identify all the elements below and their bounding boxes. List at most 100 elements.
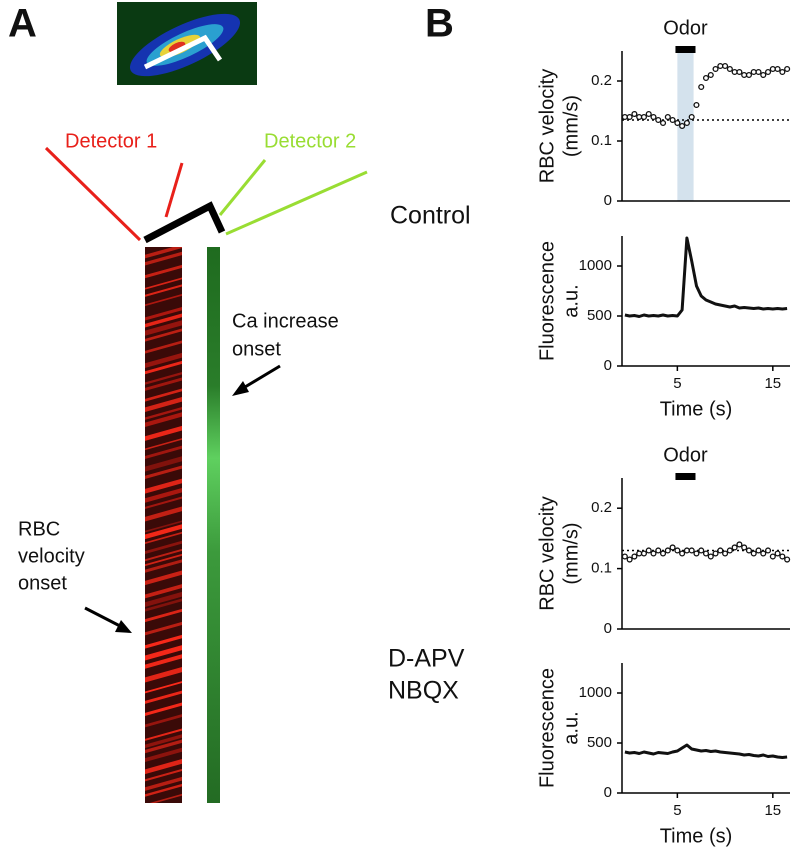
streak [145, 487, 182, 503]
streak [145, 634, 182, 649]
streak [145, 591, 182, 607]
annotation: Ca increase [232, 310, 339, 332]
streak [145, 328, 182, 342]
y-axis-label: Fluorescence [536, 668, 558, 788]
odor-label: Odor [663, 17, 708, 39]
y-tick-label: 1000 [579, 684, 612, 701]
data-point [750, 68, 757, 76]
data-point [784, 556, 791, 563]
streak [145, 294, 182, 307]
condition-label: D-APV [388, 645, 465, 673]
data-point [784, 65, 791, 73]
streak [145, 584, 182, 599]
annotation: velocity [18, 545, 85, 567]
data-point [698, 547, 705, 554]
data-point [755, 68, 762, 76]
odor-highlight [677, 51, 694, 201]
x-tick-label: 5 [673, 375, 681, 392]
streak [145, 570, 182, 586]
data-point [764, 547, 772, 554]
detector-lines [44, 146, 368, 244]
streak [145, 465, 182, 479]
x-tick-label: 5 [673, 802, 681, 819]
vessel-image [117, 2, 257, 85]
data-point [736, 541, 743, 548]
streak [145, 445, 182, 460]
data-point [640, 113, 648, 121]
data-point [760, 550, 767, 557]
streak [145, 360, 182, 375]
streak [145, 264, 182, 279]
streak [145, 531, 182, 545]
data-point [650, 550, 657, 557]
streak [145, 598, 182, 612]
streak [145, 681, 182, 694]
y-axis-label: RBC velocity [536, 69, 558, 183]
data-point [745, 71, 753, 79]
streak [145, 739, 182, 754]
streak [145, 559, 182, 573]
arrow [232, 364, 281, 396]
streak [145, 690, 182, 704]
data-point [664, 113, 671, 121]
streak [145, 540, 182, 554]
data-point [731, 544, 738, 551]
streak [145, 645, 182, 661]
streak [145, 548, 182, 562]
streak [145, 728, 182, 741]
y-tick-label: 500 [587, 307, 612, 324]
line-scan-green [207, 247, 220, 803]
data-point [769, 65, 776, 73]
streak [145, 608, 182, 623]
y-axis-label: a.u. [560, 711, 582, 744]
streak [145, 307, 182, 321]
data-point [731, 68, 738, 76]
y-tick-label: 0 [604, 620, 612, 637]
streak [145, 313, 182, 328]
streak [145, 352, 182, 368]
odor-label: Odor [663, 444, 708, 466]
data-point [717, 547, 724, 554]
data-point [717, 62, 724, 70]
streak [145, 277, 182, 290]
y-tick-label: 0 [604, 192, 612, 209]
data-point [774, 550, 781, 557]
data-point [750, 550, 757, 557]
y-axis-label: a.u. [560, 284, 582, 317]
streak [145, 714, 182, 728]
data-point [655, 547, 662, 554]
y-tick-label: 500 [587, 734, 612, 751]
y-axis-label: (mm/s) [560, 95, 582, 157]
data-point [741, 544, 748, 551]
x-tick-label: 15 [764, 802, 781, 819]
data-point [655, 116, 662, 124]
data-point [779, 68, 786, 76]
data-point [679, 122, 686, 130]
y-tick-label: 0 [604, 784, 612, 801]
data-point [650, 113, 657, 121]
annotation: RBC [18, 518, 60, 540]
condition-label: Control [390, 202, 471, 230]
data-point [755, 547, 762, 554]
data-point [631, 553, 638, 560]
data-point [726, 65, 733, 73]
data-point [683, 119, 690, 127]
y-tick-label: 0.1 [591, 132, 612, 149]
data-point [669, 544, 676, 551]
x-axis-label: Time (s) [660, 398, 733, 420]
streak [145, 520, 182, 533]
streak [145, 340, 182, 354]
data-point [645, 110, 652, 118]
streak [145, 654, 182, 669]
y-tick-label: 0.2 [591, 499, 612, 516]
condition-label: NBQX [388, 677, 459, 705]
data-point [659, 119, 667, 127]
streak [145, 478, 182, 494]
data-point [693, 550, 700, 557]
data-point [764, 68, 772, 76]
data-point [741, 71, 748, 79]
data-point [640, 550, 648, 557]
data-point [679, 550, 686, 557]
streak [145, 425, 182, 441]
streak [145, 251, 182, 266]
